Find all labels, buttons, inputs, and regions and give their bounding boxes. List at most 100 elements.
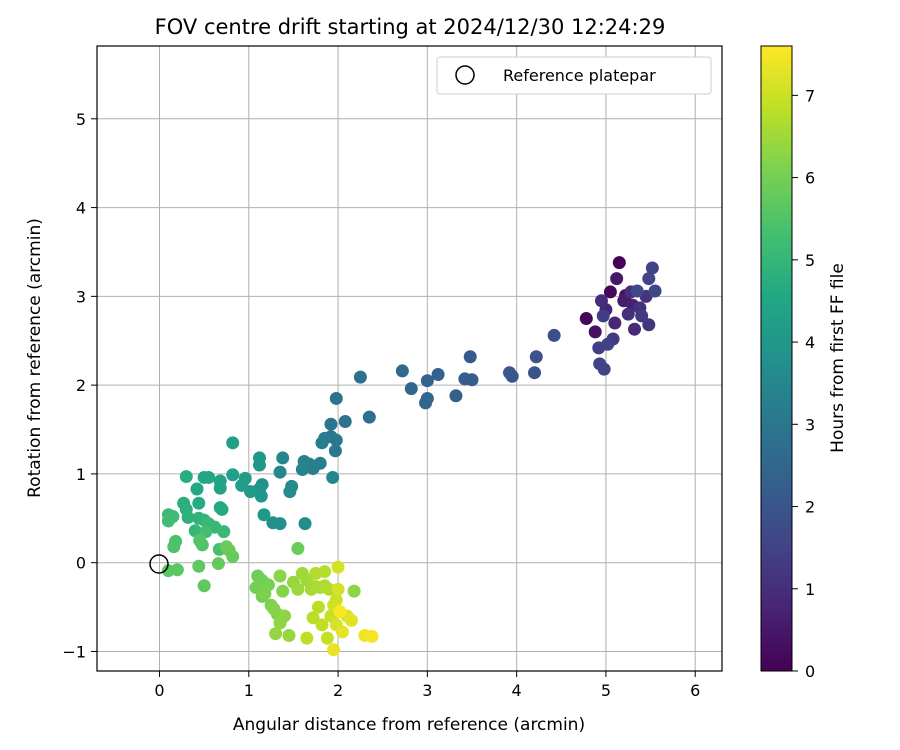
data-point [315,618,329,632]
data-point [528,366,541,380]
colorbar-tick-label: 0 [805,662,815,681]
colorbar-tick-label: 5 [805,251,815,270]
data-point [320,631,334,645]
data-point [273,465,287,479]
x-tick-label: 6 [690,681,700,700]
colorbar-ticks: 0 1 2 3 4 5 6 7 [792,86,815,681]
data-point [197,579,211,593]
colorbar-label: Hours from first FF file [828,263,848,453]
data-point [331,582,345,596]
data-point [161,514,175,528]
data-point [579,312,593,326]
data-point [347,584,361,598]
data-point [458,372,472,386]
data-point [291,541,305,555]
data-point [306,611,320,625]
data-point [300,631,314,645]
data-point [463,350,477,364]
data-point [273,569,287,583]
colorbar-tick-label: 7 [805,86,815,105]
data-point [593,357,607,371]
data-point [254,489,268,503]
data-point [449,389,463,403]
data-point [192,559,206,573]
data-point [603,285,617,299]
data-point [269,627,283,641]
x-axis-label: Angular distance from reference (arcmin) [233,715,585,735]
x-tick-label: 3 [422,681,432,700]
scatter-points [161,256,662,657]
data-point [344,613,358,627]
data-point [291,582,305,596]
data-point [621,307,635,321]
data-point [170,563,184,577]
data-point [328,444,342,458]
data-point [217,525,231,539]
data-point [353,370,367,384]
data-point [167,540,181,554]
y-tick-label: 2 [76,376,86,395]
data-point [215,502,229,516]
data-point [181,510,195,524]
data-point [257,508,271,522]
x-tick-label: 4 [512,681,522,700]
data-point [276,451,290,465]
data-point [642,318,656,332]
x-tick-label: 1 [244,681,254,700]
x-tick-label: 0 [154,681,164,700]
data-point [588,325,602,339]
data-point [273,616,287,630]
data-point [338,415,352,429]
data-point [267,602,281,616]
data-point [365,629,379,643]
x-tick-label: 2 [333,681,343,700]
y-axis-label: Rotation from reference (arcmin) [25,218,45,498]
data-point [642,272,656,286]
reference-marker [149,554,169,574]
data-point [253,458,266,472]
data-point [213,481,227,495]
data-point [331,560,345,574]
data-point [226,468,240,482]
data-point [322,582,336,596]
colorbar-tick-label: 3 [805,415,815,434]
data-point [431,367,445,381]
data-point [420,374,434,388]
data-point [329,391,343,405]
data-point [648,284,662,298]
data-point [266,516,280,530]
grid-lines [97,46,722,671]
data-point [645,261,659,275]
legend-box [436,56,712,95]
data-point [211,557,225,571]
data-point [529,350,543,364]
colorbar-tick-label: 4 [805,333,815,352]
data-point [295,462,309,476]
data-point [298,517,312,531]
data-point [197,470,211,484]
data-point [326,470,340,484]
chart-title: FOV centre drift starting at 2024/12/30 … [155,15,666,39]
legend-marker [455,65,475,85]
data-point [630,284,644,298]
y-tick-label: 0 [76,554,86,573]
axis-ticks: 0 1 2 3 4 5 6 −1 0 1 2 3 4 5 [62,110,700,700]
data-point [395,364,409,378]
data-point [283,485,297,499]
data-point [547,328,561,342]
data-point [179,470,193,484]
data-point [601,337,615,351]
x-tick-label: 5 [601,681,611,700]
y-tick-label: 5 [76,110,86,129]
y-tick-label: 1 [76,465,86,484]
y-tick-label: −1 [62,642,86,661]
plot-frame [96,45,723,672]
data-point [324,417,338,431]
data-point [362,410,376,424]
data-point [258,587,272,601]
data-point [635,309,649,323]
data-point [404,382,418,396]
y-tick-label: 4 [76,199,86,218]
colorbar: 0 1 2 3 4 5 6 7 Hours from first FF file [760,45,848,681]
